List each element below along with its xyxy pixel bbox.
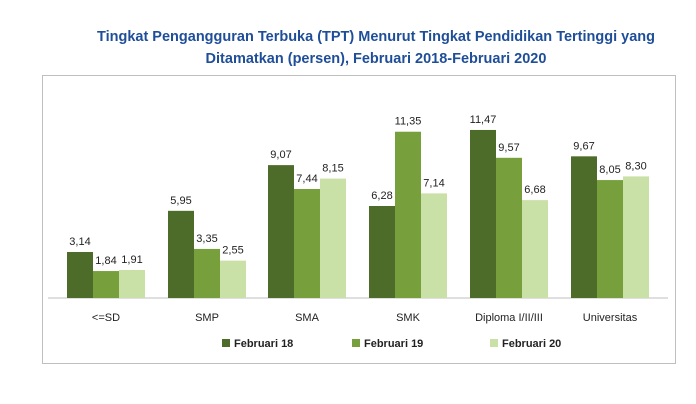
bar-2-1 [93,271,119,298]
data-label: 9,67 [573,140,594,152]
data-label: 8,05 [599,164,620,176]
category-label: SMP [195,312,219,324]
data-label: 7,14 [423,177,444,189]
bar-1-2 [168,210,194,298]
bar-1-3 [268,165,294,298]
bar-3-1 [119,270,145,298]
data-label: 11,35 [395,116,422,128]
data-label: 3,14 [69,236,90,248]
bar-3-3 [320,178,346,298]
data-label: 5,95 [170,195,191,207]
data-label: 7,44 [296,173,317,185]
bar-1-5 [470,129,496,298]
bar-3-2 [220,260,246,298]
bar-2-6 [597,180,623,298]
data-label: 8,15 [322,163,343,175]
legend-swatch-3 [490,339,498,347]
data-label: 6,28 [371,190,392,202]
data-label: 6,68 [524,184,545,196]
category-label: Diploma I/II/III [475,312,543,324]
bar-1-1 [67,251,93,298]
data-label: 3,35 [196,233,217,245]
data-label: 9,07 [270,149,291,161]
bar-3-6 [623,176,649,298]
data-label: 8,30 [625,160,646,172]
legend-label-3: Februari 20 [502,338,561,350]
category-label: SMK [396,312,421,324]
legend-swatch-1 [222,339,230,347]
bar-1-6 [571,156,597,298]
data-label: 2,55 [222,245,243,257]
chart-title-line-1: Tingkat Pengangguran Terbuka (TPT) Menur… [96,29,656,45]
data-label: 11,47 [470,114,497,126]
data-label: 1,91 [121,254,142,266]
data-label: 1,84 [95,255,116,267]
legend-label-2: Februari 19 [364,338,423,350]
chart-title-line-2: Ditamatkan (persen), Februari 2018-Febru… [205,51,547,67]
bar-1-4 [369,205,395,298]
chart-frame [42,75,676,364]
bar-2-4 [395,131,421,298]
category-label: <=SD [92,312,120,324]
legend-label-1: Februari 18 [234,338,293,350]
legend-swatch-2 [352,339,360,347]
bar-2-3 [294,189,320,298]
bar-2-5 [496,157,522,298]
data-label: 9,57 [498,142,519,154]
category-label: Universitas [583,312,638,324]
bar-2-2 [194,248,220,298]
bar-3-4 [421,193,447,298]
category-label: SMA [295,312,320,324]
bar-3-5 [522,200,548,298]
